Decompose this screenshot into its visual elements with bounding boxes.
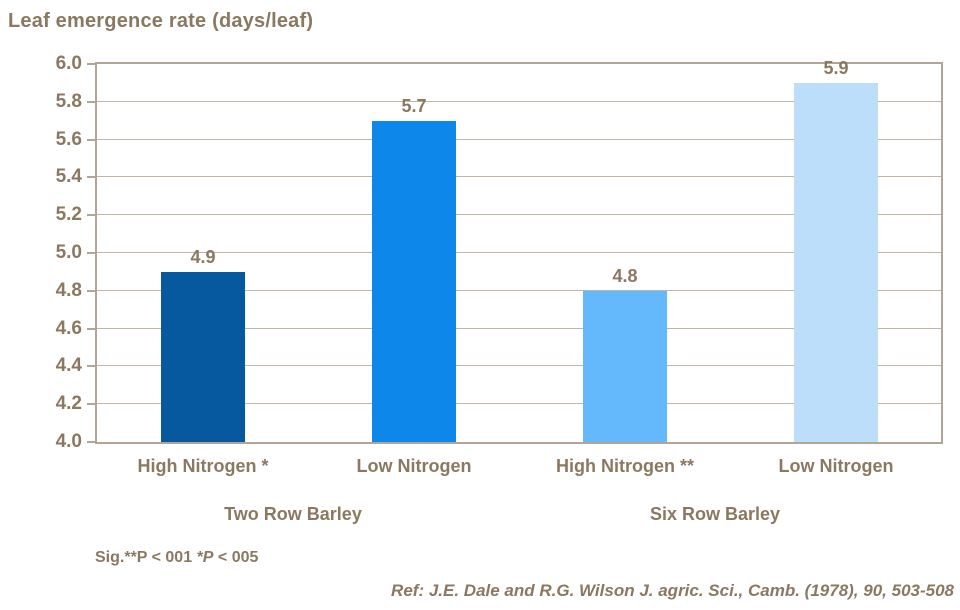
y-tick-mark (87, 328, 95, 330)
group-label: Six Row Barley (649, 504, 781, 524)
gridline (97, 290, 941, 291)
y-tick-mark (87, 214, 95, 216)
y-tick-label: 5.6 (55, 129, 82, 150)
y-tick-mark (87, 176, 95, 178)
bar (161, 272, 245, 442)
y-tick-label: 6.0 (55, 53, 82, 74)
y-tick-mark (87, 101, 95, 103)
gridline (97, 214, 941, 215)
bar (794, 83, 878, 442)
gridline (97, 365, 941, 366)
significance-italic: *P (196, 549, 214, 566)
y-tick-mark (87, 403, 95, 405)
y-tick-label: 4.2 (55, 393, 82, 414)
reference-note: Ref: J.E. Dale and R.G. Wilson J. agric.… (391, 581, 954, 600)
y-tick-label: 5.0 (55, 242, 82, 263)
category-label: Low Nitrogen (778, 456, 894, 476)
bar (372, 121, 456, 442)
y-tick-label: 4.4 (55, 355, 82, 376)
bar-value-label: 4.9 (190, 247, 216, 267)
y-tick-mark (87, 139, 95, 141)
gridline (97, 328, 941, 329)
gridline (97, 101, 941, 102)
gridline (97, 403, 941, 404)
plot-area: 4.9 5.7 4.8 5.9 (95, 58, 943, 444)
y-tick-label: 5.4 (55, 166, 82, 187)
category-label: Low Nitrogen (356, 456, 472, 476)
bar (583, 291, 667, 442)
significance-prefix: Sig.**P < 001 (95, 549, 197, 566)
gridline (97, 252, 941, 253)
significance-suffix: < 005 (213, 549, 259, 566)
bar-value-label: 4.8 (612, 266, 638, 286)
y-tick-label: 4.6 (55, 318, 82, 339)
category-label: High Nitrogen ** (556, 456, 694, 476)
bar-value-label: 5.9 (823, 58, 849, 78)
y-tick-label: 5.8 (55, 91, 82, 112)
bar-value-label: 5.7 (401, 96, 427, 116)
category-label: High Nitrogen * (137, 456, 269, 476)
y-tick-mark (87, 63, 95, 65)
significance-note: Sig.**P < 001 *P < 005 (95, 549, 258, 567)
y-tick-mark (87, 252, 95, 254)
y-tick-label: 5.2 (55, 204, 82, 225)
y-tick-label: 4.0 (55, 431, 82, 452)
y-tick-label: 4.8 (55, 280, 82, 301)
chart-title: Leaf emergence rate (days/leaf) (8, 10, 314, 32)
y-tick-mark (87, 290, 95, 292)
y-tick-mark (87, 365, 95, 367)
gridline (97, 176, 941, 177)
group-label: Two Row Barley (224, 504, 362, 524)
gridline (97, 139, 941, 140)
y-tick-mark (87, 441, 95, 443)
